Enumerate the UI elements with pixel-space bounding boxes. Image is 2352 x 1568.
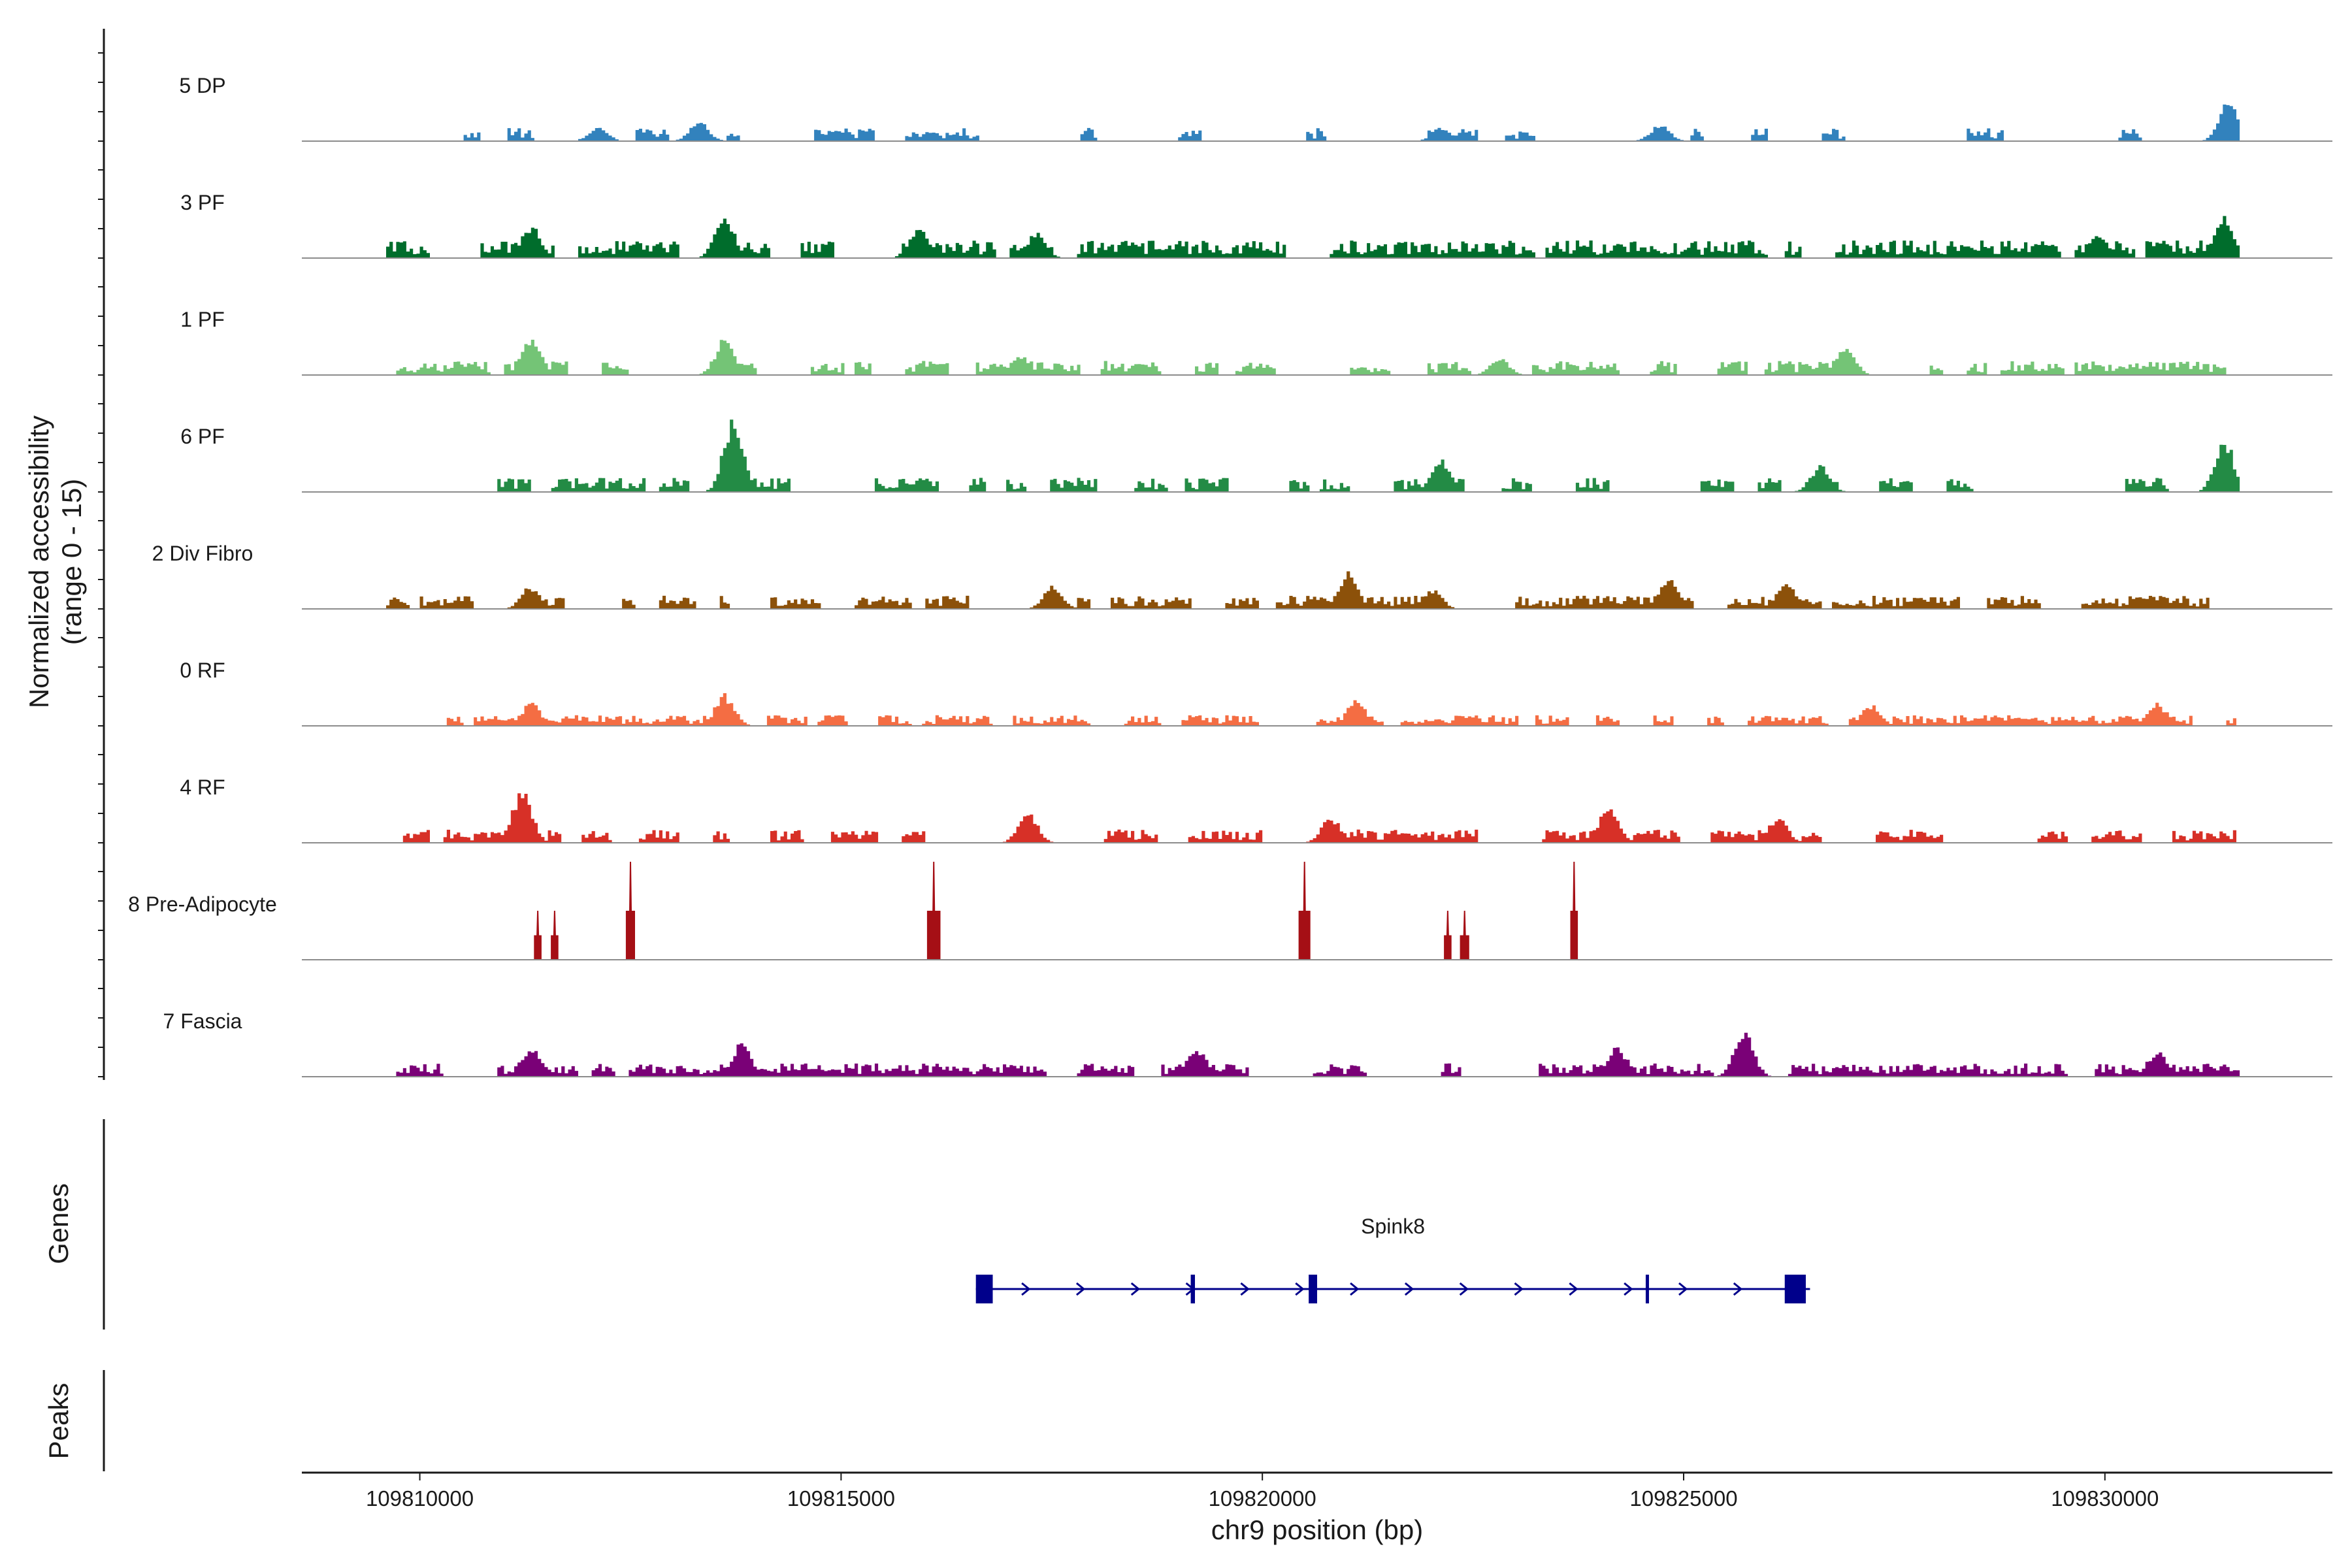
peaks-panel-label: Peaks	[43, 1383, 74, 1460]
gene-exon	[1190, 1275, 1196, 1303]
gene-exon	[1784, 1275, 1806, 1303]
coverage-area	[302, 105, 2240, 141]
track-label: 7 Fascia	[163, 1009, 242, 1033]
strand-arrow	[1514, 1282, 1524, 1296]
x-tick-label: 109815000	[787, 1486, 895, 1511]
coverage-area	[302, 571, 2240, 609]
track-1-pf: 1 PF	[180, 308, 2332, 376]
coverage-area	[534, 862, 1578, 960]
strand-arrow	[1569, 1282, 1578, 1296]
track-label: 8 Pre-Adipocyte	[128, 892, 277, 916]
strand-arrow	[1678, 1282, 1688, 1296]
genes-panel-label: Genes	[43, 1183, 74, 1264]
strand-arrow	[1240, 1282, 1250, 1296]
track-4-rf: 4 RF	[180, 776, 2332, 843]
gene-name-label: Spink8	[1361, 1215, 1425, 1238]
y-axis-label-line1: Normalized accessibility	[24, 416, 54, 708]
strand-arrow	[1404, 1282, 1414, 1296]
coverage-area	[302, 419, 2240, 492]
x-tick-label: 109830000	[2051, 1486, 2159, 1511]
strand-arrow	[1350, 1282, 1360, 1296]
strand-arrow	[1021, 1282, 1031, 1296]
strand-arrow	[1295, 1282, 1305, 1296]
track-label: 5 DP	[179, 74, 225, 97]
gene-exon	[975, 1275, 993, 1303]
track-6-pf: 6 PF	[180, 419, 2332, 493]
gene-exon	[1309, 1275, 1317, 1303]
track-label: 0 RF	[180, 659, 225, 682]
x-tick-label: 109820000	[1209, 1486, 1316, 1511]
coverage-area	[302, 1032, 2240, 1077]
gene-track	[975, 1275, 1810, 1303]
strand-arrow	[1075, 1282, 1086, 1296]
coverage-area	[302, 340, 2240, 375]
strand-arrow	[1624, 1282, 1633, 1296]
x-axis: 109810000 109815000 109820000 109825000 1098…	[366, 1473, 2159, 1511]
coverage-y-axis	[98, 29, 105, 1080]
track-2-div-fibro: 2 Div Fibro	[152, 542, 2332, 610]
track-label: 3 PF	[180, 191, 225, 214]
track-0-rf: 0 RF	[180, 659, 2332, 727]
track-label: 6 PF	[180, 425, 225, 448]
strand-arrow	[1459, 1282, 1469, 1296]
strand-arrow	[1733, 1282, 1743, 1296]
gene-exon	[1645, 1275, 1649, 1303]
coverage-area	[302, 216, 2240, 258]
track-7-fascia: 7 Fascia	[163, 1009, 2332, 1077]
coverage-area	[302, 793, 2240, 843]
track-8-pre-adipocyte: 8 Pre-Adipocyte	[128, 862, 2332, 960]
track-5-dp: 5 DP	[179, 74, 2332, 142]
strand-arrow	[1130, 1282, 1141, 1296]
x-axis-title: chr9 position (bp)	[1211, 1514, 1424, 1545]
track-label: 1 PF	[180, 308, 225, 331]
tracks-layer: 5 DP 3 PF 1 PF 6 PF 2 Div Fibro 0 RF 4 RF 8 Pre…	[128, 74, 2332, 1077]
track-label: 4 RF	[180, 776, 225, 799]
x-tick-label: 109825000	[1629, 1486, 1737, 1511]
coverage-area	[302, 693, 2240, 726]
track-3-pf: 3 PF	[180, 191, 2332, 259]
track-label: 2 Div Fibro	[152, 542, 253, 565]
y-axis-label-line2: (range 0 - 15)	[56, 479, 87, 645]
x-tick-label: 109810000	[366, 1486, 474, 1511]
